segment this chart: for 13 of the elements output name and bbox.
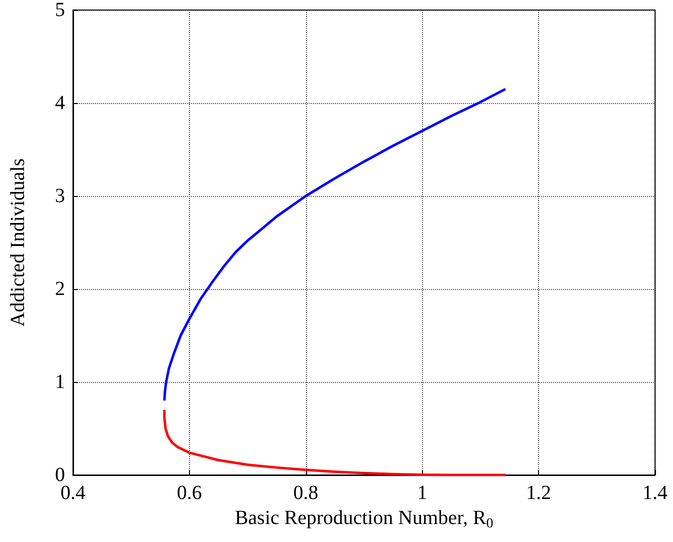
y-tick-label: 3 [55, 185, 65, 207]
y-tick-label: 2 [55, 278, 65, 300]
x-tick-label: 0.6 [176, 482, 202, 504]
x-tick-label: 1 [417, 482, 428, 504]
y-tick-label: 1 [55, 371, 65, 393]
y-axis-title: Addicted Individuals [7, 158, 29, 327]
line-series [163, 88, 507, 402]
y-tick-label: 5 [55, 0, 65, 21]
x-tick-label: 0.8 [293, 482, 318, 504]
line-series [163, 408, 507, 476]
x-tick-label: 1.2 [526, 482, 552, 504]
y-tick-label: 4 [55, 92, 65, 114]
x-tick-label: 1.4 [642, 482, 668, 504]
